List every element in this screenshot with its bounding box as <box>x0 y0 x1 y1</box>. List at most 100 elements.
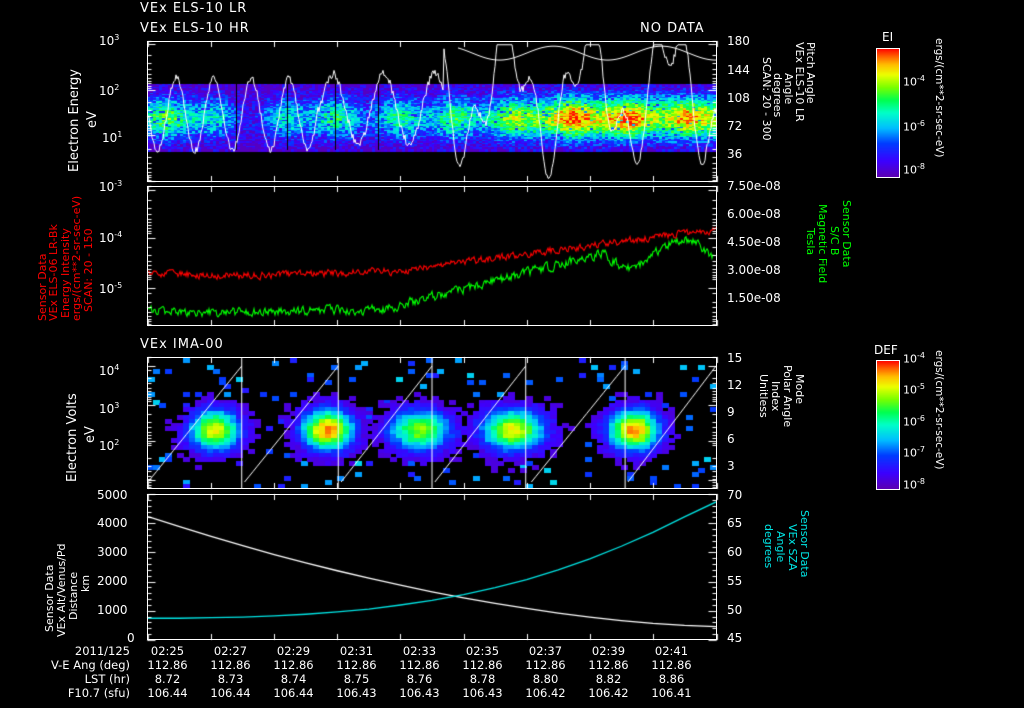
panel4-right-tick-3: 55 <box>727 574 743 588</box>
panel1-right-tick-4: 36 <box>727 147 743 161</box>
panel1-title-hr: VEx ELS-10 HR <box>140 21 250 36</box>
bottom-axis-grid: 2011/125 02:25 02:27 02:29 02:31 02:33 0… <box>0 644 703 700</box>
panel2-right-tick-0: 7.50e-08 <box>727 179 781 193</box>
panel4-ytick-3: 2000 <box>97 574 128 588</box>
colorbar3-tick-3: 10-7 <box>903 445 925 460</box>
panel4-ytick-4: 1000 <box>97 603 128 617</box>
f107-1: 106.44 <box>210 686 251 700</box>
panel2-right-tick-1: 6.00e-08 <box>727 207 781 221</box>
panel3-y-axis-label: Electron Volts <box>65 393 80 482</box>
lst-4: 8.76 <box>406 672 433 686</box>
bottom-axis-table: 2011/125 02:25 02:27 02:29 02:31 02:33 0… <box>0 644 1024 700</box>
panel4-ytick-1: 4000 <box>97 516 128 530</box>
panel4-left-label-3: Distance <box>67 571 80 620</box>
lst-7: 8.82 <box>595 672 622 686</box>
table-row: F10.7 (sfu) 106.44 106.44 106.44 106.43 … <box>0 686 703 700</box>
row-label-date: 2011/125 <box>74 644 130 658</box>
f107-3: 106.43 <box>336 686 377 700</box>
panel2-right-tick-3: 3.00e-08 <box>727 263 781 277</box>
panel1-right-label-1: Pitch Angle <box>804 42 817 104</box>
panel1-y-axis-units: eV <box>85 111 100 128</box>
panel3-right-tick-4: 3 <box>727 459 735 473</box>
table-row: V-E Ang (deg) 112.86 112.86 112.86 112.8… <box>0 658 703 672</box>
panel3-right-label-2: Polar Angle <box>781 365 794 428</box>
time-4: 02:33 <box>402 644 437 658</box>
panel4-left-label-1: Sensor Data <box>43 564 56 632</box>
lst-1: 8.73 <box>217 672 244 686</box>
panel3-spectrogram[interactable] <box>147 357 717 489</box>
panel1-no-data-label: NO DATA <box>640 21 705 36</box>
panel1-right-tick-2: 108 <box>727 91 750 105</box>
panel4-right-label-4: degrees <box>762 524 775 569</box>
time-6: 02:37 <box>528 644 563 658</box>
f107-0: 106.44 <box>147 686 188 700</box>
panel3-y-axis-units: eV <box>83 426 98 443</box>
ve-ang-7: 112.86 <box>588 658 629 672</box>
ve-ang-8: 112.86 <box>651 658 692 672</box>
colorbar1-units: ergs/(cm**2-sr-sec-eV) <box>933 38 945 158</box>
lst-0: 8.72 <box>154 672 181 686</box>
panel2-timeseries[interactable] <box>147 186 717 326</box>
panel4-right-label-2: VEx SZA <box>786 524 799 571</box>
panel3-right-label-3: Index <box>769 381 782 412</box>
panel3-right-tick-3: 6 <box>727 432 735 446</box>
panel3-right-tick-0: 15 <box>727 351 743 365</box>
panel4-left-label-4: km <box>79 574 92 592</box>
lst-6: 8.80 <box>532 672 559 686</box>
panel2-right-label-2: S/C B <box>828 226 841 256</box>
colorbar3-tick-0: 10-4 <box>903 351 925 366</box>
f107-8: 106.41 <box>651 686 692 700</box>
panel2-left-label-2: VEx ELS-06 LR-Bk <box>47 224 60 321</box>
panel3-ytick-1: 103 <box>99 401 120 416</box>
panel1-title-lr: VEx ELS-10 LR <box>140 1 248 16</box>
panel4-ytick-2: 3000 <box>97 545 128 559</box>
panel3-right-tick-1: 12 <box>727 378 743 392</box>
time-8: 02:41 <box>654 644 689 658</box>
colorbar3-tick-1: 10-5 <box>903 382 925 397</box>
panel2-right-label-4: Tesla <box>804 228 817 256</box>
panel2-left-label-5: SCAN: 20 - 150 <box>82 228 95 312</box>
panel4-left-label-2: VEx Alt/Venus/Pd <box>55 543 68 637</box>
panel1-right-tick-0: 180 <box>727 34 750 48</box>
panel4-right-label-1: Sensor Data <box>798 510 811 578</box>
panel2-right-tick-4: 1.50e-08 <box>727 291 781 305</box>
colorbar3-tick-2: 10-6 <box>903 414 925 429</box>
panel2-ytick-0: 10-3 <box>99 179 123 194</box>
colorbar3-gradient <box>876 360 900 490</box>
colorbar3-title: DEF <box>874 343 898 357</box>
colorbar3-tick-4: 10-8 <box>903 477 925 492</box>
panel3-right-label-4: Unitless <box>757 374 770 418</box>
colorbar1-gradient <box>876 48 900 178</box>
ve-ang-4: 112.86 <box>399 658 440 672</box>
panel1-ytick-1: 102 <box>99 83 120 98</box>
time-3: 02:31 <box>339 644 374 658</box>
colorbar3-units: ergs/(cm**2-sr-sec-eV) <box>933 350 945 470</box>
panel1-right-label-3: Angle <box>782 73 795 105</box>
panel1-right-label-5: SCAN: 20 - 300 <box>760 57 773 141</box>
colorbar1-tick-2: 10-8 <box>903 162 925 177</box>
panel4-right-tick-5: 45 <box>727 631 743 645</box>
panel3-ytick-0: 104 <box>99 363 120 378</box>
panel2-left-label-4: ergs/(cm**2-sr-sec-eV) <box>70 195 83 321</box>
row-label-f107: F10.7 (sfu) <box>67 686 130 700</box>
panel4-right-tick-0: 70 <box>727 488 743 502</box>
panel2-right-tick-2: 4.50e-08 <box>727 235 781 249</box>
ve-ang-5: 112.86 <box>462 658 503 672</box>
panel4-timeseries[interactable] <box>147 494 717 640</box>
panel2-right-label-1: Sensor Data <box>840 200 853 268</box>
panel1-ytick-0: 103 <box>99 33 120 48</box>
f107-6: 106.42 <box>525 686 566 700</box>
panel4-ytick-0: 5000 <box>97 488 128 502</box>
ve-ang-6: 112.86 <box>525 658 566 672</box>
panel4-right-tick-1: 65 <box>727 516 743 530</box>
time-1: 02:27 <box>213 644 248 658</box>
panel2-ytick-1: 10-4 <box>99 230 123 245</box>
time-0: 02:25 <box>150 644 185 658</box>
row-label-lst: LST (hr) <box>84 672 130 686</box>
panel1-spectrogram[interactable] <box>147 41 717 182</box>
colorbar1-tick-1: 10-6 <box>903 119 925 134</box>
panel2-ytick-2: 10-5 <box>99 281 123 296</box>
table-row: LST (hr) 8.72 8.73 8.74 8.75 8.76 8.78 8… <box>0 672 703 686</box>
time-2: 02:29 <box>276 644 311 658</box>
